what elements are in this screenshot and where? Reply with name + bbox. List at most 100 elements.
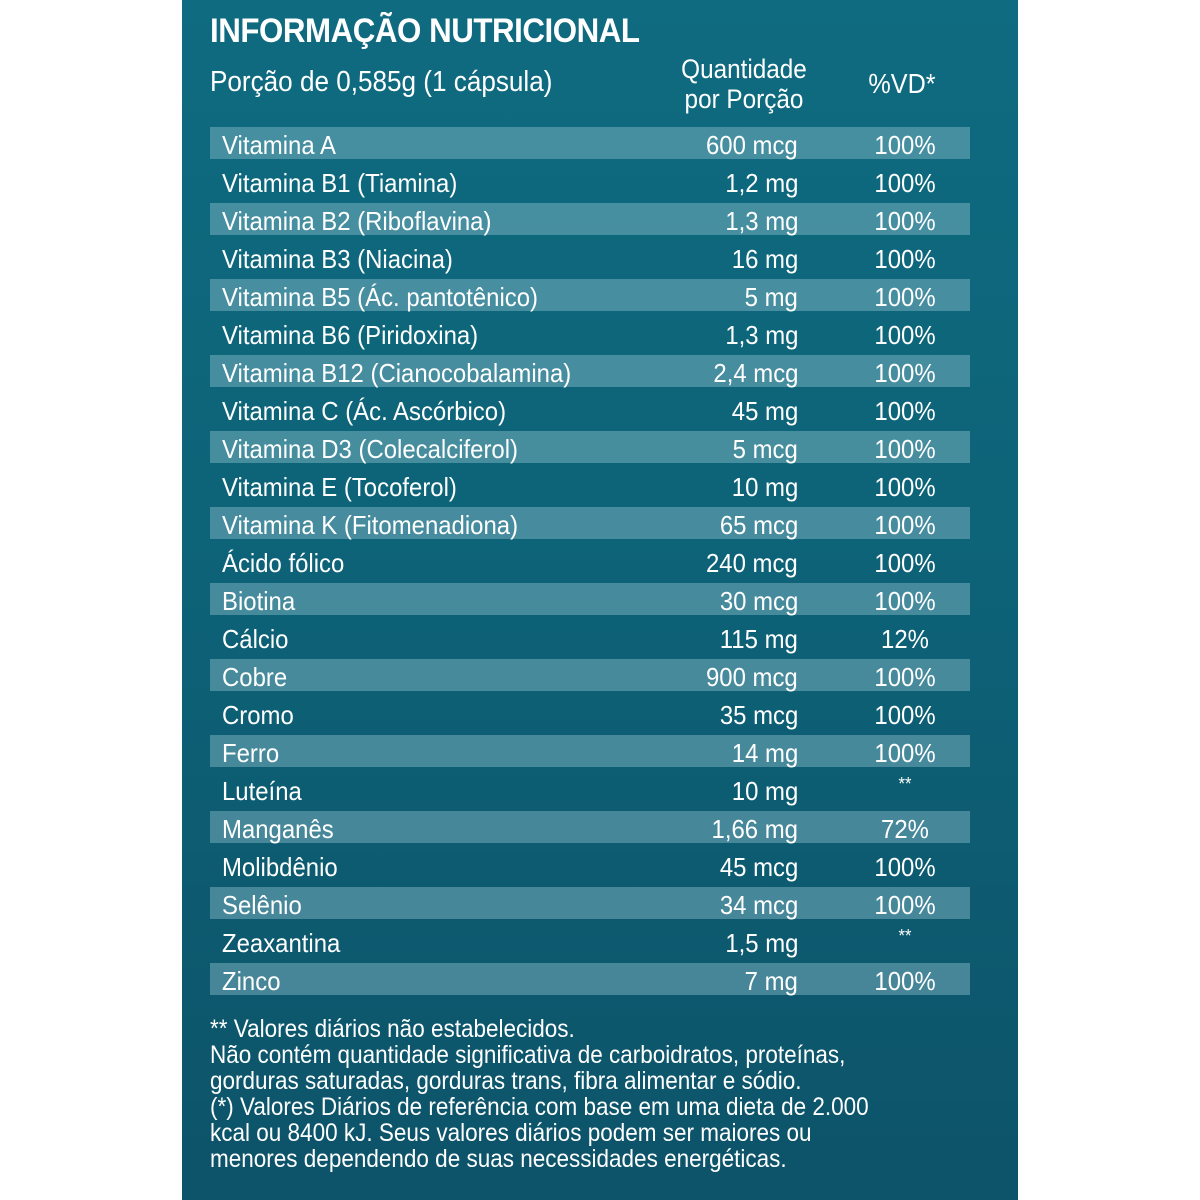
nutrient-quantity: 34 mcg	[719, 890, 798, 920]
nutrient-quantity: 1,66 mg	[711, 814, 798, 844]
row-band	[210, 507, 970, 539]
nutrient-quantity: 65 mcg	[719, 510, 798, 540]
nutrient-quantity: 1,3 mg	[724, 320, 798, 350]
quantity-column-header: Quantidade por Porção	[672, 54, 816, 114]
table-row: Zinco 7 mg 100%	[210, 963, 970, 1001]
nutrient-quantity: 45 mcg	[719, 852, 798, 882]
table-row: Selênio 34 mcg 100%	[210, 887, 970, 925]
nutrient-quantity: 16 mg	[731, 244, 798, 274]
nutrient-quantity: 30 mcg	[719, 586, 798, 616]
row-band	[210, 583, 970, 615]
footnote-line: (*) Valores Diários de referência com ba…	[210, 1093, 869, 1121]
nutrition-facts-panel: INFORMAÇÃO NUTRICIONAL Porção de 0,585g …	[182, 0, 1018, 1200]
nutrient-name: Vitamina B5 (Ác. pantotênico)	[222, 282, 539, 312]
row-band	[210, 887, 970, 919]
nutrient-name: Selênio	[222, 890, 302, 920]
table-row: Vitamina A 600 mcg 100%	[210, 127, 970, 165]
nutrient-name: Vitamina A	[222, 130, 336, 160]
table-row: Biotina 30 mcg 100%	[210, 583, 970, 621]
table-row: Ácido fólico 240 mcg 100%	[210, 545, 970, 583]
nutrition-title: INFORMAÇÃO NUTRICIONAL	[210, 12, 640, 50]
nutrient-name: Manganês	[222, 814, 334, 844]
nutrient-daily-value: 100%	[874, 282, 936, 312]
nutrient-daily-value: 72%	[881, 814, 929, 844]
table-row: Cálcio 115 mg 12%	[210, 621, 970, 659]
table-row: Ferro 14 mg 100%	[210, 735, 970, 773]
nutrient-quantity: 1,2 mg	[724, 168, 798, 198]
nutrient-name: Vitamina C (Ác. Ascórbico)	[222, 396, 507, 426]
nutrient-name: Luteína	[222, 776, 302, 806]
nutrient-daily-value: 100%	[874, 852, 936, 882]
row-band	[210, 963, 970, 995]
nutrient-daily-value: 100%	[874, 206, 936, 236]
table-row: Vitamina D3 (Colecalciferol) 5 mcg 100%	[210, 431, 970, 469]
table-row: Luteína 10 mg **	[210, 773, 970, 811]
nutrient-name: Vitamina B2 (Riboflavina)	[222, 206, 492, 236]
nutrient-daily-value: 100%	[874, 396, 936, 426]
nutrient-daily-value: 100%	[874, 434, 936, 464]
nutrient-name: Vitamina E (Tocoferol)	[222, 472, 457, 502]
nutrient-daily-value: 100%	[874, 168, 936, 198]
nutrient-quantity: 35 mcg	[719, 700, 798, 730]
footnote-line: gorduras saturadas, gorduras trans, fibr…	[210, 1067, 802, 1095]
nutrient-name: Vitamina K (Fitomenadiona)	[222, 510, 519, 540]
nutrient-quantity: 10 mg	[731, 776, 798, 806]
footnotes: ** Valores diários não estabelecidos. Não…	[210, 1016, 1000, 1172]
nutrient-daily-value: 100%	[874, 510, 936, 540]
nutrient-quantity: 900 mcg	[706, 662, 798, 692]
nutrient-name: Vitamina B12 (Cianocobalamina)	[222, 358, 572, 388]
table-row: Cromo 35 mcg 100%	[210, 697, 970, 735]
nutrient-name: Ácido fólico	[222, 548, 345, 578]
table-row: Zeaxantina 1,5 mg **	[210, 925, 970, 963]
nutrient-name: Vitamina B3 (Niacina)	[222, 244, 453, 274]
quantity-header-line2: por Porção	[684, 84, 804, 114]
table-row: Cobre 900 mcg 100%	[210, 659, 970, 697]
nutrient-daily-value: 100%	[874, 738, 936, 768]
table-row: Molibdênio 45 mcg 100%	[210, 849, 970, 887]
nutrient-daily-value: 100%	[874, 890, 936, 920]
nutrient-daily-value: 100%	[874, 548, 936, 578]
nutrient-name: Zinco	[222, 966, 281, 996]
nutrient-quantity: 2,4 mcg	[712, 358, 798, 388]
nutrient-quantity: 600 mcg	[706, 130, 798, 160]
nutrient-quantity: 10 mg	[731, 472, 798, 502]
nutrient-daily-value: 100%	[874, 586, 936, 616]
nutrient-quantity: 240 mcg	[706, 548, 798, 578]
nutrient-name: Zeaxantina	[222, 928, 341, 958]
nutrient-daily-value: 12%	[881, 624, 929, 654]
daily-value-column-header: %VD*	[868, 68, 936, 99]
footnote-line: Não contém quantidade significativa de c…	[210, 1041, 846, 1069]
nutrient-name: Cobre	[222, 662, 288, 692]
row-band	[210, 811, 970, 843]
nutrient-daily-value: 100%	[874, 472, 936, 502]
nutrient-name: Ferro	[222, 738, 280, 768]
nutrient-name: Biotina	[222, 586, 296, 616]
row-band	[210, 431, 970, 463]
nutrient-quantity: 5 mg	[744, 282, 798, 312]
table-row: Vitamina B3 (Niacina) 16 mg 100%	[210, 241, 970, 279]
nutrient-quantity: 115 mg	[719, 624, 798, 654]
nutrient-table: Vitamina A 600 mcg 100% Vitamina B1 (Tiamin…	[210, 127, 970, 1001]
table-row: Vitamina K (Fitomenadiona) 65 mcg 100%	[210, 507, 970, 545]
table-row: Vitamina B12 (Cianocobalamina) 2,4 mcg 100…	[210, 355, 970, 393]
nutrient-name: Cromo	[222, 700, 294, 730]
table-row: Vitamina B5 (Ác. pantotênico) 5 mg 100%	[210, 279, 970, 317]
footnote-line: ** Valores diários não estabelecidos.	[210, 1015, 575, 1043]
nutrient-quantity: 7 mg	[744, 966, 798, 996]
nutrient-quantity: 14 mg	[731, 738, 798, 768]
table-row: Vitamina B6 (Piridoxina) 1,3 mg 100%	[210, 317, 970, 355]
nutrient-daily-value: 100%	[874, 320, 936, 350]
nutrient-name: Vitamina D3 (Colecalciferol)	[222, 434, 519, 464]
row-band	[210, 659, 970, 691]
nutrient-name: Cálcio	[222, 624, 289, 654]
table-row: Manganês 1,66 mg 72%	[210, 811, 970, 849]
table-row: Vitamina B1 (Tiamina) 1,2 mg 100%	[210, 165, 970, 203]
nutrient-daily-value: 100%	[874, 700, 936, 730]
nutrient-daily-value: 100%	[874, 358, 936, 388]
nutrient-name: Vitamina B6 (Piridoxina)	[222, 320, 479, 350]
quantity-header-line1: Quantidade	[681, 54, 807, 84]
row-band	[210, 127, 970, 159]
nutrient-daily-value: 100%	[874, 244, 936, 274]
row-band	[210, 279, 970, 311]
nutrient-quantity: 1,3 mg	[724, 206, 798, 236]
